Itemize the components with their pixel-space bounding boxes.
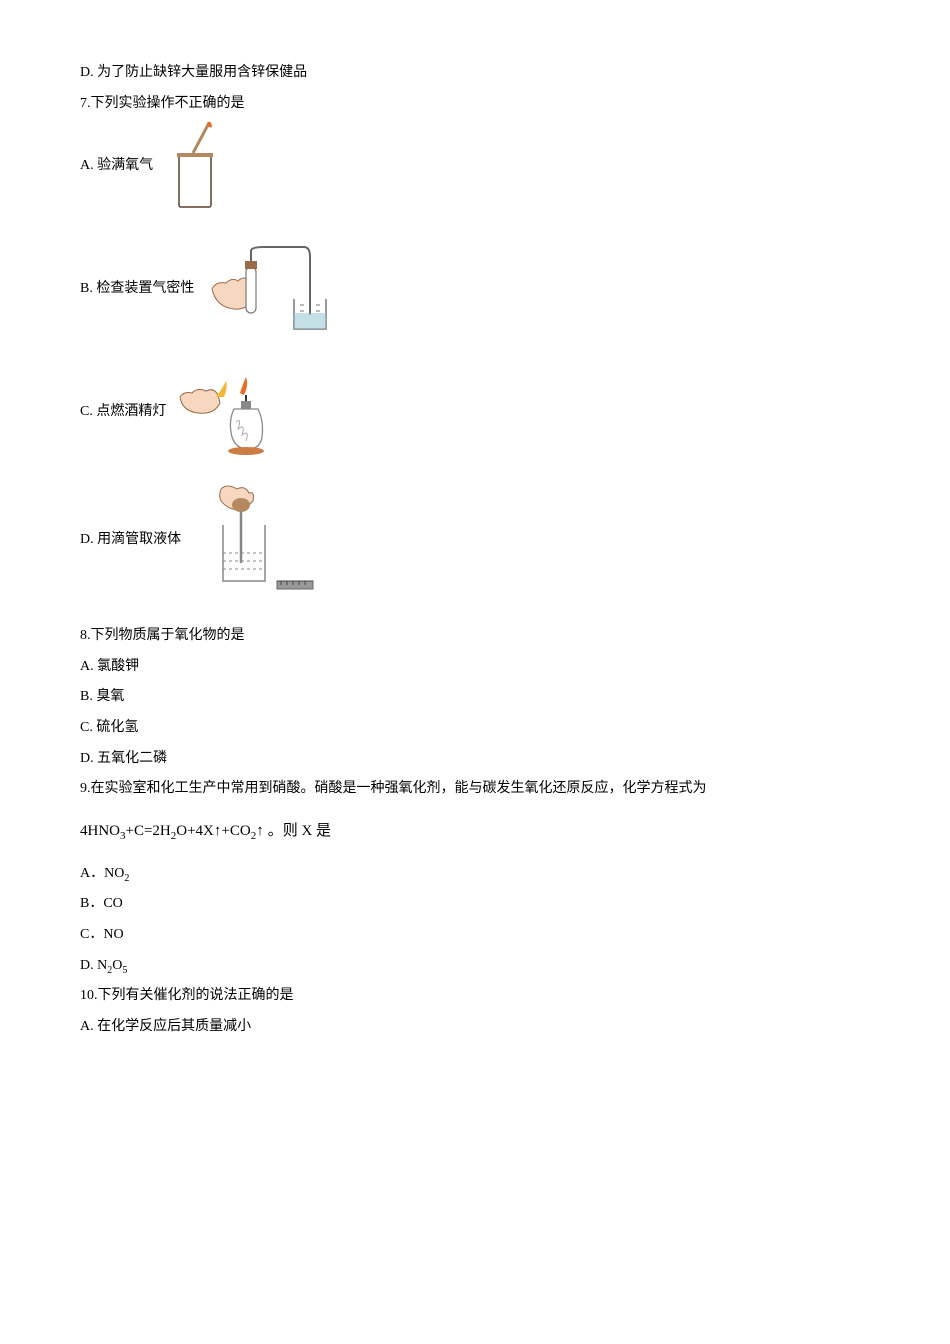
q9-option-a: A．NO2: [80, 861, 870, 888]
q7-option-c: C. 点燃酒精灯: [80, 367, 870, 457]
q10-option-a: A. 在化学反应后其质量减小: [80, 1014, 870, 1041]
q7-c-illustration: [176, 367, 276, 457]
q7-stem: 7.下列实验操作不正确的是: [80, 91, 870, 118]
q6-option-d: D. 为了防止缺锌大量服用含锌保健品: [80, 60, 870, 87]
q8-stem: 8.下列物质属于氧化物的是: [80, 623, 870, 650]
q7-option-d: D. 用滴管取液体: [80, 485, 870, 595]
q8-option-d: D. 五氧化二磷: [80, 746, 870, 773]
q8-option-c: C. 硫化氢: [80, 715, 870, 742]
q7-b-label: B. 检查装置气密性: [80, 276, 194, 303]
q7-c-label: C. 点燃酒精灯: [80, 399, 166, 426]
q9-formula: 4HNO3+C=2H2O+4X↑+CO2↑。则 X 是: [80, 817, 870, 847]
q7-option-b: B. 检查装置气密性: [80, 239, 870, 339]
q7-option-a: A. 验满氧气: [80, 121, 870, 211]
q7-d-illustration: [191, 485, 321, 595]
q9-stem: 9.在实验室和化工生产中常用到硝酸。硝酸是一种强氧化剂，能与碳发生氧化还原反应，…: [80, 776, 870, 803]
q9-formula-tail: 。则 X 是: [268, 823, 331, 839]
q7-a-label: A. 验满氧气: [80, 153, 153, 180]
q9-option-c: C．NO: [80, 922, 870, 949]
q10-stem: 10.下列有关催化剂的说法正确的是: [80, 983, 870, 1010]
q8-option-a: A. 氯酸钾: [80, 654, 870, 681]
q9-option-b: B．CO: [80, 891, 870, 918]
q7-a-illustration: [163, 121, 227, 211]
q8-option-b: B. 臭氧: [80, 684, 870, 711]
q7-b-illustration: [204, 239, 334, 339]
q7-d-label: D. 用滴管取液体: [80, 527, 181, 554]
q9-option-d: D. N2O5: [80, 953, 870, 980]
